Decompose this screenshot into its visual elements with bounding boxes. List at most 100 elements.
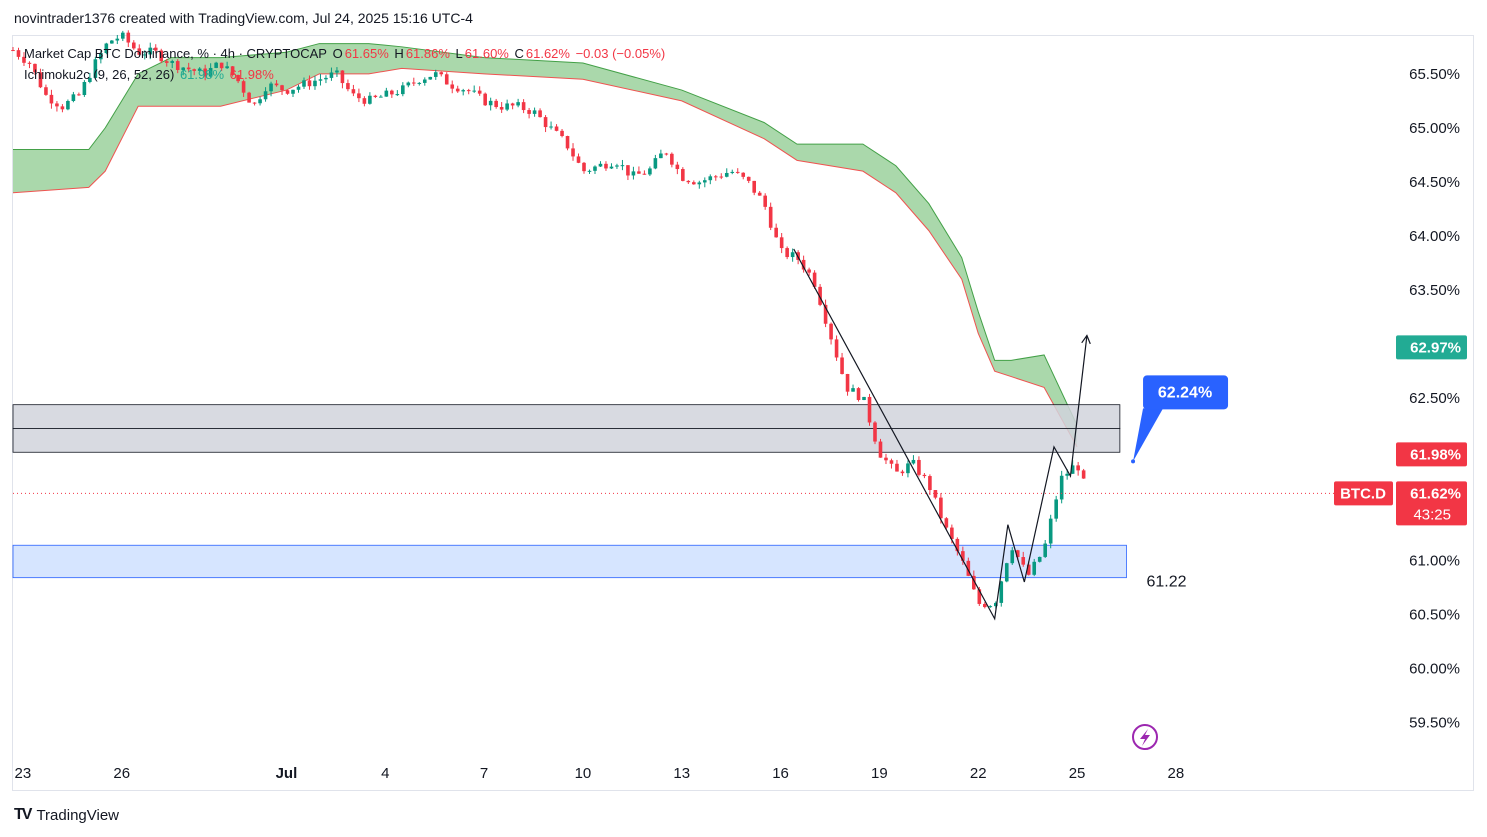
x-tick-label: 26 [113,765,130,782]
candle-body [944,518,949,528]
candle-body [582,162,586,172]
price-tag-timer: 43:25 [1413,506,1451,523]
candle-body [653,158,658,169]
candle-body [659,153,663,159]
candle-body [532,110,537,114]
candle-body [142,54,147,56]
candle-body [697,182,702,185]
candle-body [576,156,581,163]
indicator-name[interactable]: Ichimoku2c (9, 26, 52, 26) [24,67,175,82]
candle-body [412,82,416,84]
candle-body [170,61,175,63]
candle-body [494,100,498,108]
candle-body [681,169,685,181]
candle-body [208,67,213,77]
candle-body [708,176,713,181]
candle-body [99,53,103,60]
candle-body [823,304,828,324]
candle-body [598,163,603,167]
candle-body [44,87,48,95]
candle-body [1070,465,1075,474]
candle-body [889,460,894,464]
candle-body [126,32,131,43]
y-tick-label: 62.50% [1409,390,1460,407]
candle-body [274,83,279,86]
candle-body [104,43,109,54]
candle-body [1010,550,1015,564]
candle-body [834,339,839,358]
candle-body [340,70,345,84]
price-tag-value: 61.98% [1410,446,1461,463]
candle-body [884,457,888,461]
candle-body [11,50,15,52]
callout-box [1143,375,1229,410]
candle-body [153,47,158,51]
x-tick-label: 28 [1168,765,1185,782]
candle-body [993,602,998,607]
indicator-value-2: 61.98% [229,67,274,82]
y-tick-label: 60.00% [1409,661,1460,678]
candle-body [433,72,438,77]
y-tick-label: 60.50% [1409,606,1460,623]
x-tick-label: 23 [15,765,32,782]
close-label: C [514,46,524,61]
candle-body [395,94,400,96]
lightning-icon-bolt [1140,729,1150,746]
candle-body [950,527,954,539]
lightning-icon[interactable] [1132,724,1158,750]
y-tick-label: 61.00% [1409,552,1460,569]
x-tick-label: 16 [772,765,789,782]
candle-body [439,72,444,75]
price-tag: 61.98% [1396,442,1467,467]
candle-body [110,40,114,44]
x-tick-label: 25 [1069,765,1086,782]
candle-body [384,90,389,97]
candle-body [900,471,905,474]
candle-body [324,77,328,80]
candle-body [724,172,729,177]
candle-body [1054,499,1058,519]
change-value: −0.03 (−0.05%) [575,46,666,61]
candle-body [488,100,493,106]
candle-body [16,50,21,57]
candle-body [642,173,647,175]
low-value: 61.60% [464,46,509,61]
callout: 62.24% [1131,375,1229,464]
symbol-name[interactable]: Market Cap BTC Dominance, % · 4h · CRYPT… [24,46,327,61]
candle-body [664,153,669,155]
candle-body [648,168,652,175]
candle-body [713,176,718,178]
candle-body [461,90,466,92]
candle-body [22,56,26,63]
candle-body [335,70,339,73]
candle-body [774,227,778,238]
candle-body [422,79,427,83]
candle-body [615,165,619,167]
candle-body [88,77,92,82]
candle-body [27,62,32,64]
zone-blue-support [12,544,1127,579]
candle-body [560,130,564,137]
x-tick-label: 22 [970,765,987,782]
candle-body [637,171,641,174]
candle-body [225,66,229,69]
x-tick-label: Jul [276,765,298,782]
symbol-tag-box [1334,481,1393,506]
candle-body [521,102,526,111]
candle-body [77,94,81,96]
candle-body [379,96,383,98]
candle-body [933,490,938,498]
candle-body [719,176,724,178]
candle-body [38,72,43,88]
candle-body [357,93,361,99]
callout-text: 62.24% [1158,384,1212,401]
open-value: 61.65% [344,46,389,61]
price-tag: 62.97% [1396,335,1467,360]
candle-body [549,126,553,128]
candle-body [878,441,883,458]
candle-body [790,252,795,258]
chart-caption: novintrader1376 created with TradingView… [14,10,473,26]
tradingview-brand[interactable]: TV TradingView [14,806,119,824]
candle-body [966,560,971,576]
